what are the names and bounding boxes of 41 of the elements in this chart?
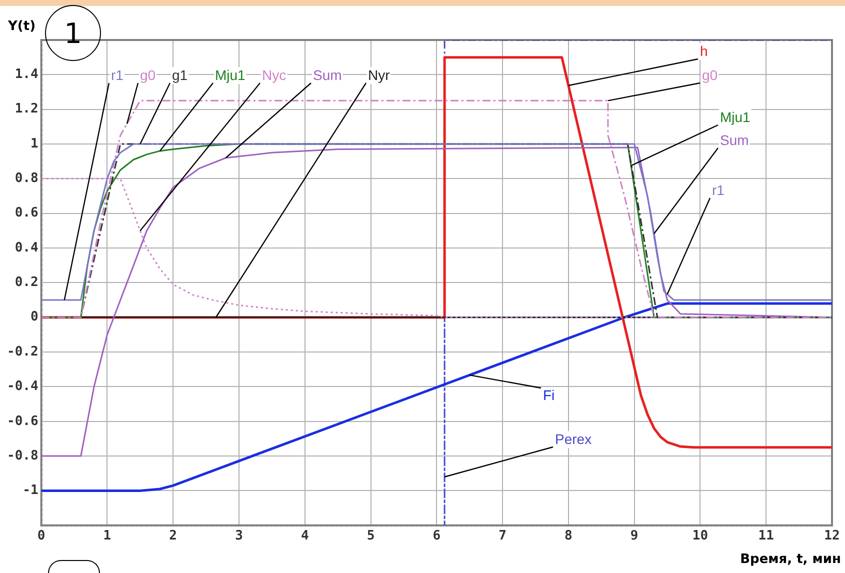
x-tick-label: 5 [366, 528, 375, 544]
text: Nyc [262, 67, 286, 83]
text: Nyr [368, 67, 390, 83]
y-tick-label: 0.4 [14, 240, 38, 256]
x-tick-label: 12 [824, 528, 840, 544]
x-tick-label: 1 [103, 528, 112, 544]
y-tick-label: 0.8 [14, 171, 38, 186]
y-tick-label: 0 [30, 310, 38, 325]
y-tick-label: -0.2 [6, 344, 38, 360]
x-tick-label: 11 [758, 528, 774, 544]
x-tick-label: 9 [630, 528, 638, 544]
y-tick-label: 0.2 [14, 275, 38, 290]
text: Fi [543, 387, 555, 403]
y-tick-label: -0.4 [6, 379, 38, 394]
text: Perex [555, 431, 592, 447]
text: r1 [712, 182, 724, 198]
text: g1 [172, 67, 188, 83]
text: Mju1 [720, 109, 750, 125]
x-tick-label: 7 [498, 528, 506, 544]
x-tick-label: 6 [432, 528, 441, 544]
y-tick-label: 1.2 [14, 102, 38, 117]
y-tick-label: 1.4 [14, 67, 38, 82]
text: h [700, 43, 708, 59]
text: Sum [313, 67, 342, 83]
x-axis-title: Время, t, мин [740, 552, 841, 567]
x-tick-label: 10 [692, 528, 708, 544]
series-label: g0 [140, 67, 156, 83]
text: Mju1 [215, 67, 246, 83]
x-tick-label: 8 [564, 528, 573, 544]
y-axis-title: Y(t) [7, 19, 36, 34]
y-tick-label: 0.6 [14, 206, 38, 221]
y-tick-label: 1 [30, 136, 38, 152]
y-tick-label: -1 [22, 483, 38, 498]
y-tick-label: -0.6 [6, 414, 38, 429]
x-tick-label: 4 [300, 528, 309, 544]
text: r1 [111, 67, 124, 83]
text: g0 [702, 67, 718, 83]
x-tick-label: 2 [169, 528, 178, 544]
x-tick-label: 3 [235, 528, 243, 544]
y-tick-label: -0.8 [6, 448, 38, 464]
text: Sum [720, 132, 749, 148]
